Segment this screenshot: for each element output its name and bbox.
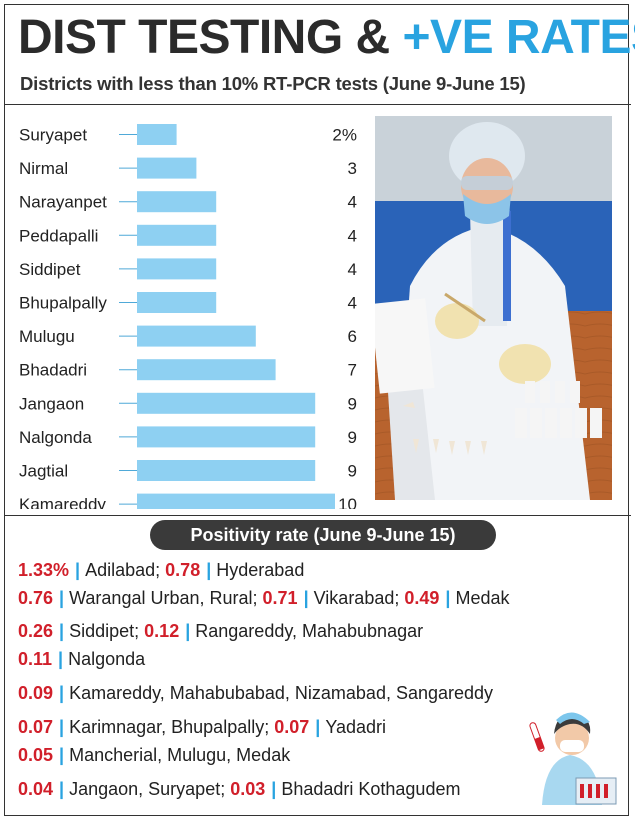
category-label: Siddipet	[19, 260, 81, 279]
district-names: Adilabad;	[85, 560, 161, 580]
separator: |	[59, 588, 65, 608]
bar	[137, 426, 316, 448]
positivity-line: 0.09 | Kamareddy, Mahabubabad, Nizamabad, …	[18, 683, 493, 704]
district-names: Kamareddy, Mahabubabad, Nizamabad, Sanga…	[69, 683, 494, 703]
value-label: 9	[348, 394, 357, 413]
positivity-value: 0.71	[262, 588, 298, 608]
positivity-line: 0.04 | Jangaon, Suryapet; 0.03 | Bhadadri Ko…	[18, 779, 460, 800]
value-label: 4	[348, 226, 357, 245]
positivity-line: 0.76 | Warangal Urban, Rural; 0.71 | Vikarab…	[18, 588, 510, 609]
headline-part2: +VE RATES	[402, 11, 635, 64]
separator: |	[271, 779, 277, 799]
top-divider	[4, 104, 631, 105]
bar	[137, 392, 316, 414]
category-label: Jangaon	[19, 394, 84, 413]
bar	[137, 292, 217, 313]
category-label: Bhadadri	[19, 361, 87, 380]
positivity-value: 1.33%	[18, 560, 70, 580]
district-names: Nalgonda	[68, 649, 146, 669]
district-names: Siddipet;	[69, 621, 140, 641]
separator: |	[315, 717, 321, 737]
bar	[137, 493, 335, 509]
bar-chart: Suryapet 2% Nirmal 3 Narayanpet 4 Peddapalli 4 S…	[19, 124, 357, 509]
positivity-line: 0.11 | Nalgonda	[18, 649, 145, 670]
district-names: Mancherial, Mulugu, Medak	[69, 745, 291, 765]
positivity-line: 1.33% | Adilabad; 0.78 | Hyderabad	[18, 560, 304, 581]
category-label: Nalgonda	[19, 428, 92, 447]
positivity-value: 0.07	[18, 717, 54, 737]
value-label: 4	[348, 260, 357, 279]
bar	[137, 359, 276, 381]
separator: |	[58, 649, 64, 669]
separator: |	[303, 588, 309, 608]
middle-divider	[4, 515, 631, 516]
separator: |	[59, 779, 65, 799]
district-names: Rangareddy, Mahabubnagar	[195, 621, 424, 641]
value-label: 2%	[332, 126, 357, 145]
positivity-line: 0.05 | Mancherial, Mulugu, Medak	[18, 745, 290, 766]
health-worker-photo	[375, 116, 612, 500]
graphic-frame	[4, 4, 629, 816]
positivity-line: 0.26 | Siddipet; 0.12 | Rangareddy, Mahabubn…	[18, 621, 423, 642]
value-label: 3	[348, 159, 357, 178]
positivity-value: 0.78	[165, 560, 201, 580]
separator: |	[185, 621, 191, 641]
positivity-value: 0.11	[18, 649, 53, 669]
category-label: Peddapalli	[19, 226, 98, 245]
separator: |	[445, 588, 451, 608]
bar	[137, 191, 217, 213]
positivity-value: 0.26	[18, 621, 54, 641]
district-names: Bhadadri Kothagudem	[281, 779, 461, 799]
headline: DIST TESTING & +VE RATES	[18, 10, 635, 65]
value-label: 10	[338, 495, 357, 509]
bar	[137, 224, 217, 246]
positivity-value: 0.03	[230, 779, 266, 799]
positivity-value: 0.07	[274, 717, 310, 737]
positivity-value: 0.04	[18, 779, 54, 799]
category-label: Kamareddy	[19, 495, 106, 509]
district-names: Vikarabad;	[313, 588, 400, 608]
category-label: Suryapet	[19, 126, 87, 145]
bar	[137, 258, 217, 280]
value-label: 9	[348, 462, 357, 481]
category-label: Nirmal	[19, 159, 68, 178]
chart-subtitle: Districts with less than 10% RT-PCR test…	[20, 73, 526, 94]
value-label: 9	[348, 428, 357, 447]
separator: |	[59, 621, 65, 641]
category-label: Jagtial	[19, 462, 68, 481]
value-label: 6	[348, 327, 357, 346]
separator: |	[206, 560, 212, 580]
positivity-value: 0.12	[144, 621, 180, 641]
positivity-value: 0.09	[18, 683, 54, 703]
district-names: Yadadri	[325, 717, 387, 737]
positivity-value: 0.05	[18, 745, 54, 765]
separator: |	[75, 560, 81, 580]
separator: |	[59, 683, 65, 703]
bar	[137, 325, 256, 347]
positivity-value: 0.49	[404, 588, 440, 608]
nurse-illustration	[529, 712, 617, 805]
separator: |	[59, 717, 65, 737]
positivity-title-badge: Positivity rate (June 9-June 15)	[150, 520, 496, 550]
category-label: Mulugu	[19, 327, 75, 346]
positivity-line: 0.07 | Karimnagar, Bhupalpally; 0.07 | Yadad…	[18, 717, 386, 738]
value-label: 7	[348, 361, 357, 380]
district-names: Jangaon, Suryapet;	[69, 779, 226, 799]
positivity-value: 0.76	[18, 588, 54, 608]
bar	[137, 124, 177, 145]
district-names: Karimnagar, Bhupalpally;	[69, 717, 270, 737]
separator: |	[59, 745, 65, 765]
headline-part1: DIST TESTING &	[18, 11, 403, 64]
value-label: 4	[348, 193, 357, 212]
district-names: Medak	[455, 588, 510, 608]
bar	[137, 157, 197, 179]
category-label: Narayanpet	[19, 193, 107, 212]
value-label: 4	[348, 294, 357, 313]
district-names: Hyderabad	[216, 560, 305, 580]
category-label: Bhupalpally	[19, 294, 107, 313]
bar	[137, 460, 316, 481]
district-names: Warangal Urban, Rural;	[69, 588, 258, 608]
